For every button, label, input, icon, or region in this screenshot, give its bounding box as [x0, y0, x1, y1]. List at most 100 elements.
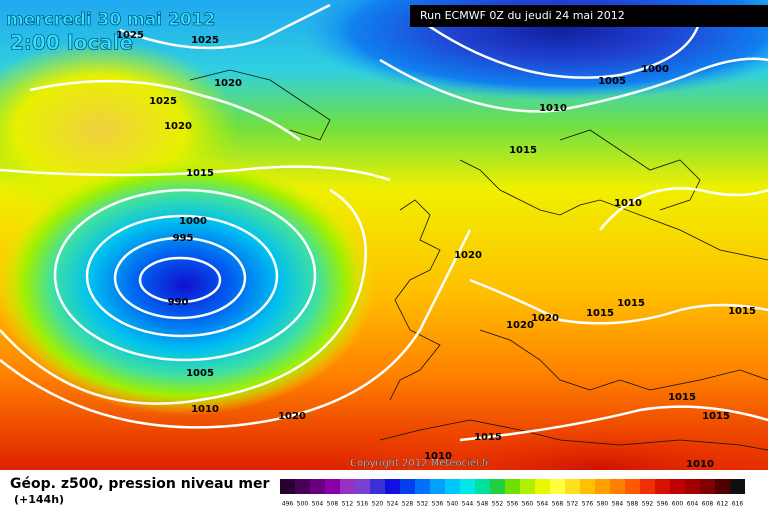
colorbar-cell: [535, 479, 550, 494]
colorbar-label: 552: [492, 501, 504, 508]
colorbar-label: 536: [432, 501, 444, 508]
colorbar-cell: [670, 479, 685, 494]
isobar-label: 1025: [116, 30, 144, 41]
map-time: 2:00 locale: [10, 31, 133, 55]
isobar-label: 1010: [686, 459, 714, 470]
colorbar-label: 600: [672, 501, 684, 508]
isobar-label: 1010: [539, 103, 567, 114]
legend-title: Géop. z500, pression niveau mer: [10, 476, 269, 492]
colorbar-cell: [640, 479, 655, 494]
colorbar-cell: [325, 479, 340, 494]
isobar-label: 1000: [641, 64, 669, 75]
colorbar-cell: [505, 479, 520, 494]
isobar-label: 1025: [149, 96, 177, 107]
isobar-label: 1020: [531, 313, 559, 324]
colorbar-label: 556: [507, 501, 519, 508]
colorbar-cell: [430, 479, 445, 494]
lead-time: (+144h): [14, 493, 64, 506]
colorbar-label: 560: [522, 501, 534, 508]
colorbar-label: 584: [612, 501, 624, 508]
isobar-label: 990: [168, 297, 189, 308]
isobar-label: 1025: [191, 35, 219, 46]
colorbar-label: 508: [327, 501, 339, 508]
colorbar-label: 528: [402, 501, 414, 508]
isobar-label: 1015: [509, 145, 537, 156]
colorbar-cell: [550, 479, 565, 494]
low-area: [0, 155, 375, 415]
colorbar-label: 568: [552, 501, 564, 508]
colorbar-label: 524: [387, 501, 399, 508]
colorbar-label: 532: [417, 501, 429, 508]
colorbar-cell: [730, 479, 745, 494]
colorbar-label: 516: [357, 501, 369, 508]
colorbar-cell: [385, 479, 400, 494]
colorbar-cell: [715, 479, 730, 494]
isobar-label: 1020: [164, 121, 192, 132]
colorbar-cell: [610, 479, 625, 494]
colorbar-label: 540: [447, 501, 459, 508]
isobar-label: 1015: [186, 168, 214, 179]
colorbar-label: 512: [342, 501, 354, 508]
isobar-label: 1015: [668, 392, 696, 403]
colorbar-cell: [400, 479, 415, 494]
colorbar-cell: [685, 479, 700, 494]
colorbar-label: 588: [627, 501, 639, 508]
isobar-lines: [0, 3, 768, 442]
isobar-label: 1020: [454, 250, 482, 261]
isobar-label: 1015: [728, 306, 756, 317]
copyright: Copyright 2012 Meteociel.fr: [350, 458, 491, 469]
colorbar-cell: [310, 479, 325, 494]
colorbar-label: 604: [687, 501, 699, 508]
isobar-label: 1000: [179, 216, 207, 227]
colorbar-label: 616: [732, 501, 744, 508]
colorbar-label: 496: [282, 501, 294, 508]
colorbar-label: 520: [372, 501, 384, 508]
colorbar-label: 504: [312, 501, 324, 508]
isobar-label: 1010: [614, 198, 642, 209]
colorbar-cell: [445, 479, 460, 494]
colorbar-cell: [490, 479, 505, 494]
colorbar-cell: [370, 479, 385, 494]
isobar-label: 1020: [214, 78, 242, 89]
colorbar-label: 608: [702, 501, 714, 508]
isobar-label: 995: [173, 233, 194, 244]
isobar-label: 1015: [702, 411, 730, 422]
colorbar-cell: [295, 479, 310, 494]
colorbar-cell: [520, 479, 535, 494]
isobar-label: 1020: [506, 320, 534, 331]
colorbar-cell: [280, 479, 295, 494]
colorbar-label: 572: [567, 501, 579, 508]
colorbar-cell: [355, 479, 370, 494]
run-info: Run ECMWF 0Z du jeudi 24 mai 2012: [420, 9, 625, 22]
isobar-label: 1005: [598, 76, 626, 87]
run-box: [410, 5, 768, 27]
isobar-label: 1005: [186, 368, 214, 379]
colorbar-label: 544: [462, 501, 474, 508]
colorbar-label: 580: [597, 501, 609, 508]
colorbar-label: 564: [537, 501, 549, 508]
colorbar-cell: [595, 479, 610, 494]
colorbar-label: 500: [297, 501, 309, 508]
isobar-label: 1010: [191, 404, 219, 415]
colorbar: 496 500 504 508 512 516 520 524 528 532 536 540 544 5…: [280, 479, 745, 508]
isobar-label: 1010: [424, 451, 452, 462]
colorbar-label: 548: [477, 501, 489, 508]
colorbar-cell: [415, 479, 430, 494]
colorbar-label: 576: [582, 501, 594, 508]
colorbar-cell: [565, 479, 580, 494]
coastlines: [189, 69, 768, 451]
isobar-label: 1015: [617, 298, 645, 309]
isobar-label: 1020: [278, 411, 306, 422]
isobar-label: 1015: [586, 308, 614, 319]
colorbar-cell: [580, 479, 595, 494]
isobar-labels: 1025 102510201025102010001005101010151015…: [116, 30, 756, 470]
colorbar-cell: [655, 479, 670, 494]
colorbar-label: 592: [642, 501, 654, 508]
colorbar-cell: [625, 479, 640, 494]
isobar-label: 1015: [474, 432, 502, 443]
colorbar-cell: [700, 479, 715, 494]
colorbar-cell: [340, 479, 355, 494]
colorbar-label: 596: [657, 501, 669, 508]
colorbar-cell: [460, 479, 475, 494]
